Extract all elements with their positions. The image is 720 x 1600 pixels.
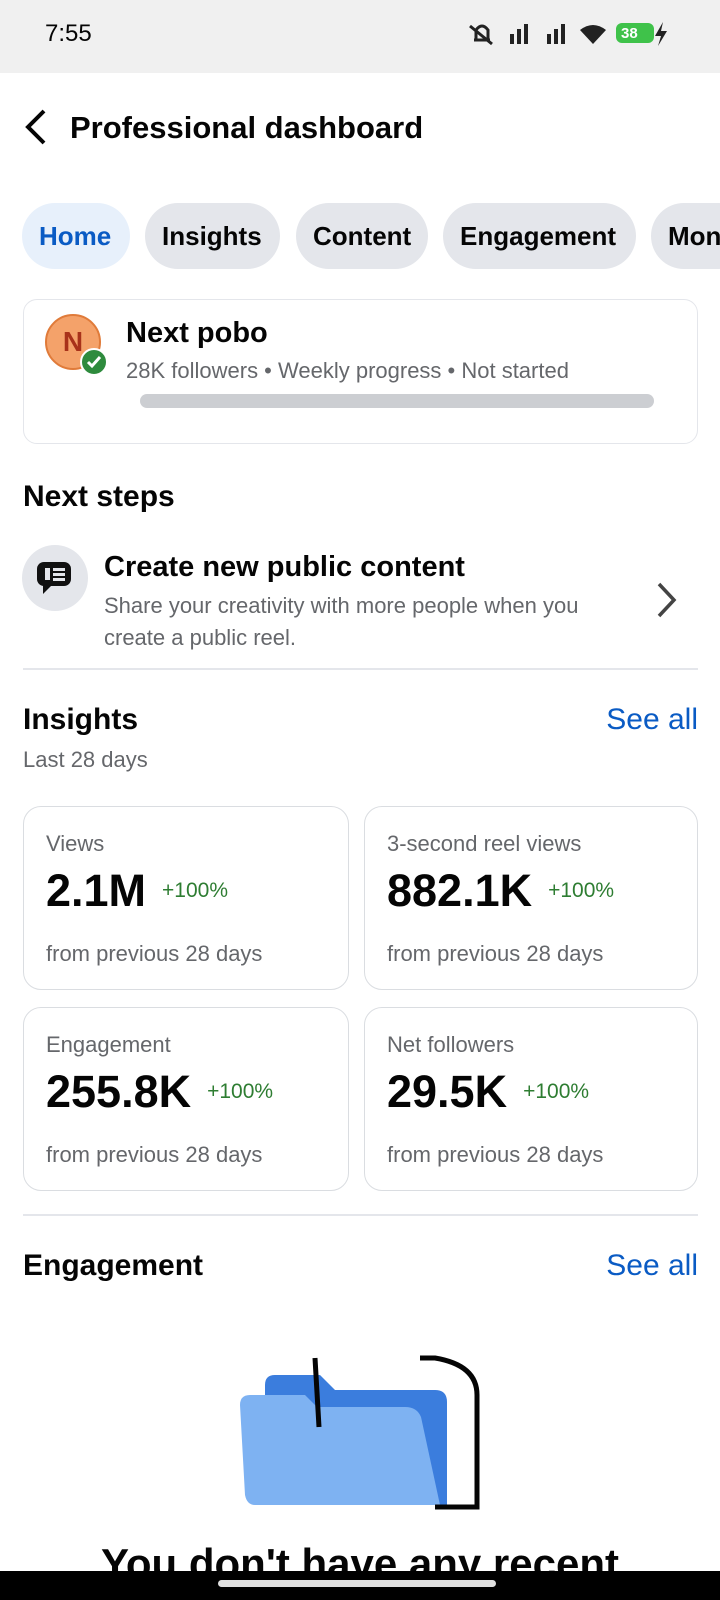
period: Last 28 days — [23, 747, 148, 772]
status-time: 7:55 — [45, 20, 92, 47]
metric-label: 3-second reel views — [387, 831, 582, 856]
metric-note: from previous 28 days — [387, 941, 604, 966]
metric-change: +100% — [162, 879, 229, 902]
section-heading: Engagement — [23, 1249, 204, 1282]
home-indicator[interactable] — [218, 1580, 496, 1587]
profile-name: Next pobo — [126, 317, 268, 349]
metric-card[interactable]: Engagement 255.8K +100% from previous 28 … — [23, 1007, 349, 1191]
tab[interactable]: Home — [22, 203, 130, 269]
metric-value: 2.1M — [46, 865, 147, 916]
step-description: Share your creativity with more people w… — [104, 593, 579, 650]
metric-note: from previous 28 days — [46, 1142, 263, 1167]
metric-label: Net followers — [387, 1032, 515, 1057]
tab[interactable]: Mon — [651, 203, 720, 269]
metric-note: from previous 28 days — [46, 941, 263, 966]
tab[interactable]: Engagement — [443, 203, 636, 269]
status-bar — [0, 0, 720, 73]
section-heading: Insights — [23, 703, 139, 736]
battery-level: 38 — [621, 25, 638, 42]
metric-change: +100% — [523, 1080, 590, 1103]
divider — [23, 668, 698, 670]
metric-card[interactable]: Views 2.1M +100% from previous 28 days — [23, 806, 349, 990]
chevron[interactable] — [655, 580, 679, 620]
metric-label: Engagement — [46, 1032, 171, 1057]
metric-card[interactable]: Net followers 29.5K +100% from previous 2… — [364, 1007, 698, 1191]
see-all-link[interactable]: See all — [606, 1249, 698, 1282]
verified-badge — [80, 348, 108, 376]
divider — [23, 1214, 698, 1216]
profile-meta: 28K followers • Weekly progress • Not st… — [126, 358, 569, 383]
metric-card[interactable]: 3-second reel views 882.1K +100% from pre… — [364, 806, 698, 990]
metric-value: 882.1K — [387, 865, 533, 916]
see-all-link[interactable]: See all — [606, 703, 698, 736]
back-button[interactable] — [22, 107, 52, 147]
tab[interactable]: Insights — [145, 203, 280, 269]
step-title[interactable]: Create new public content — [104, 551, 465, 583]
step-glyph — [37, 562, 71, 594]
metric-note: from previous 28 days — [387, 1142, 604, 1167]
page-title: Professional dashboard — [70, 110, 424, 145]
metric-value: 255.8K — [46, 1066, 192, 1117]
metric-change: +100% — [548, 879, 615, 902]
metric-change: +100% — [207, 1080, 274, 1103]
status-icons — [469, 22, 667, 46]
empty-illustration — [240, 1355, 480, 1510]
section-heading: Next steps — [23, 480, 175, 513]
progress-bar — [140, 394, 654, 408]
tab[interactable]: Content — [296, 203, 428, 269]
profile-card — [23, 299, 698, 444]
metric-value: 29.5K — [387, 1066, 508, 1117]
metric-label: Views — [46, 831, 105, 856]
